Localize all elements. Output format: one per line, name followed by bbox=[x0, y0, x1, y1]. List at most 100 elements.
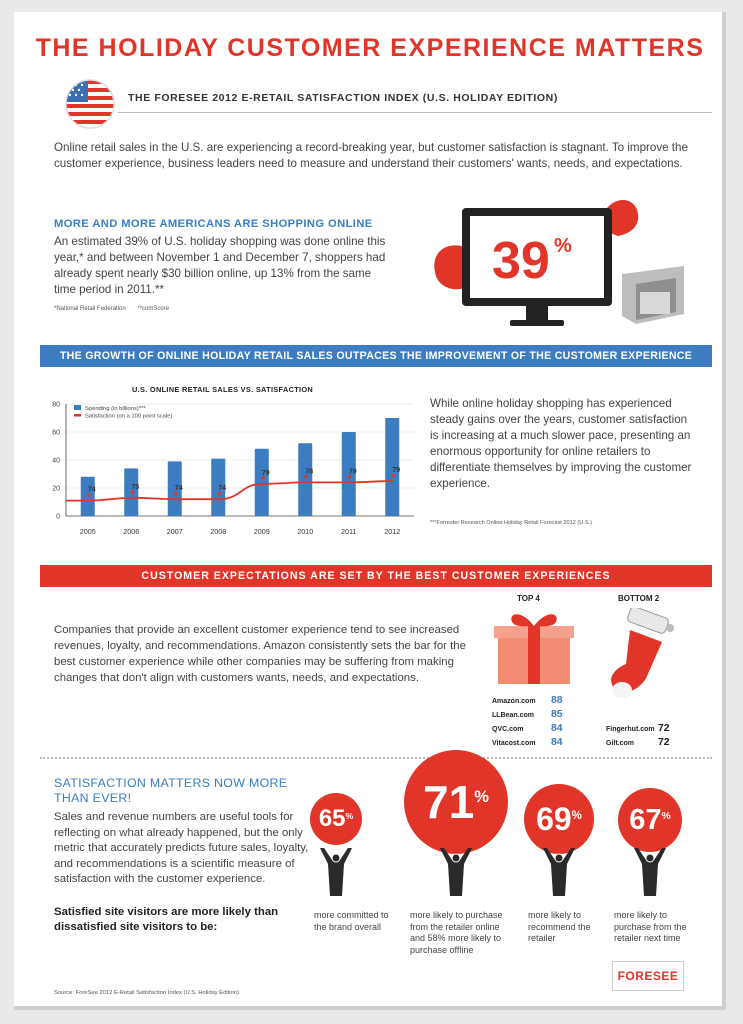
monitor-illustration: 39 % bbox=[434, 200, 684, 326]
stat-description: more committed to the brand overall bbox=[314, 910, 389, 932]
spending-bar bbox=[254, 448, 269, 516]
stat-description: more likely to recommend the retailer bbox=[528, 910, 591, 943]
section1-heading: MORE AND MORE AMERICANS ARE SHOPPING ONL… bbox=[54, 218, 373, 230]
y-tick-label: 60 bbox=[52, 430, 60, 437]
us-flag-icon bbox=[65, 79, 115, 129]
sales-satisfaction-chart: 0 20 40 60 80 2005 2006 2007 2008 2009 2010 2011 201… bbox=[52, 402, 414, 536]
stat-circle: 65% bbox=[310, 793, 362, 845]
satisfaction-marker bbox=[173, 492, 179, 497]
x-tick-label: 2008 bbox=[210, 527, 226, 536]
x-tick-label: 2012 bbox=[384, 527, 400, 536]
top4-label: TOP 4 bbox=[517, 594, 540, 603]
top-retailer-score: 84 bbox=[551, 723, 563, 734]
chart-title: U.S. ONLINE RETAIL SALES VS. SATISFACTIO… bbox=[132, 385, 314, 394]
x-tick-label: 2005 bbox=[80, 527, 96, 536]
legend-label-spending: Spending (in billions)*** bbox=[85, 406, 146, 412]
big-stat-unit: % bbox=[554, 235, 572, 257]
top-retailer-name: Vitacost.com bbox=[492, 740, 536, 747]
satisfaction-data-label: 79 bbox=[349, 468, 357, 475]
satisfaction-data-label: 75 bbox=[131, 484, 139, 491]
section2-band: THE GROWTH OF ONLINE HOLIDAY RETAIL SALE… bbox=[40, 345, 712, 367]
source-note: Source: ForeSee 2012 E-Retail Satisfacti… bbox=[54, 990, 241, 996]
section1-footnotes: *National Retail Federation **comScore bbox=[54, 306, 179, 312]
satisfaction-data-label: 79 bbox=[262, 470, 270, 477]
top-retailer-name: Amazon.com bbox=[492, 698, 536, 705]
satisfaction-marker bbox=[347, 475, 353, 480]
satisfaction-marker bbox=[390, 474, 396, 478]
y-tick-label: 20 bbox=[52, 486, 60, 493]
section4-heading: SATISFACTION MATTERS NOW MORE THAN EVER! bbox=[54, 776, 288, 805]
footnote-comscore: **comScore bbox=[137, 306, 170, 312]
cheering-person-icon bbox=[440, 848, 472, 896]
y-tick-label: 80 bbox=[52, 402, 60, 409]
stat-unit: % bbox=[345, 811, 354, 822]
section2-footnote: ***Forrester Research Online Holiday Ret… bbox=[430, 520, 592, 526]
stat-unit: % bbox=[661, 811, 671, 823]
stocking-icon bbox=[611, 608, 674, 698]
satisfaction-data-label: 74 bbox=[175, 485, 183, 492]
footnote-nrf: *National Retail Federation bbox=[54, 306, 126, 312]
y-tick-label: 0 bbox=[56, 514, 60, 521]
stat-value: 69 bbox=[536, 800, 572, 837]
stat-value: 67 bbox=[629, 803, 662, 836]
satisfaction-data-label: 74 bbox=[218, 485, 226, 492]
stat-circle: 67% bbox=[618, 788, 682, 852]
satisfaction-marker bbox=[216, 492, 222, 497]
bottom2-label: BOTTOM 2 bbox=[618, 594, 660, 603]
satisfaction-data-label: 74 bbox=[88, 487, 96, 494]
foresee-logo: FORESEE bbox=[612, 961, 684, 991]
infographic-page: THE HOLIDAY CUSTOMER EXPERIENCE MATTERS … bbox=[14, 12, 726, 1010]
bottom-retailer-name: Gilt.com bbox=[606, 740, 635, 747]
stat-circle: 69% bbox=[524, 784, 594, 854]
stat-description: more likely to purchase from the retaile… bbox=[614, 910, 687, 943]
section1-body: An estimated 39% of U.S. holiday shoppin… bbox=[54, 235, 386, 296]
section2-text: While online holiday shopping has experi… bbox=[430, 397, 692, 490]
divider bbox=[118, 112, 712, 113]
cheering-person-icon bbox=[320, 848, 352, 896]
satisfaction-marker bbox=[129, 490, 135, 495]
logo-text: FORESEE bbox=[617, 969, 679, 983]
top-retailer-name: LLBean.com bbox=[492, 712, 535, 719]
bottom-retailer-name: Fingerhut.com bbox=[606, 726, 655, 733]
section4-body: Sales and revenue numbers are useful too… bbox=[54, 811, 309, 885]
cheering-person-icon bbox=[543, 848, 575, 896]
spending-bar bbox=[211, 458, 226, 516]
top-retailer-score: 84 bbox=[551, 737, 563, 748]
intro-text: Online retail sales in the U.S. are expe… bbox=[54, 141, 688, 170]
stat-circle: 71% bbox=[404, 750, 508, 854]
spending-bar bbox=[80, 476, 95, 516]
x-tick-label: 2007 bbox=[167, 527, 183, 536]
x-tick-label: 2009 bbox=[254, 527, 270, 536]
section4-emphasis: Satisfied site visitors are more likely … bbox=[54, 906, 279, 933]
spending-bar bbox=[341, 432, 356, 516]
satisfaction-marker bbox=[303, 475, 309, 480]
satisfaction-marker bbox=[260, 476, 266, 481]
divider bbox=[40, 757, 712, 759]
section3-text: Companies that provide an excellent cust… bbox=[54, 624, 466, 684]
big-stat-value: 39 bbox=[492, 232, 550, 290]
legend-label-satisfaction: Satisfaction (on a 100 point scale) bbox=[85, 414, 172, 420]
stat-unit: % bbox=[571, 809, 582, 822]
legend-swatch-satisfaction bbox=[74, 414, 81, 417]
x-tick-label: 2010 bbox=[297, 527, 313, 536]
satisfaction-marker bbox=[86, 493, 92, 498]
page-subtitle: THE FORESEE 2012 E-RETAIL SATISFACTION I… bbox=[128, 92, 558, 104]
spending-bar bbox=[385, 418, 400, 516]
x-tick-label: 2011 bbox=[341, 527, 356, 536]
cheering-person-icon bbox=[634, 848, 666, 896]
top-retailer-score: 85 bbox=[551, 709, 563, 720]
stat-description: more likely to purchase from the retaile… bbox=[410, 910, 503, 955]
page-title: THE HOLIDAY CUSTOMER EXPERIENCE MATTERS bbox=[35, 34, 705, 62]
gift-box-icon bbox=[494, 614, 574, 684]
bottom-retailer-score: 72 bbox=[658, 737, 670, 748]
stat-unit: % bbox=[474, 787, 489, 807]
satisfaction-data-label: 79 bbox=[392, 467, 400, 474]
stat-value: 71 bbox=[423, 776, 475, 828]
stat-value: 65 bbox=[318, 805, 346, 832]
top-retailer-score: 88 bbox=[551, 695, 563, 706]
section3-band: CUSTOMER EXPECTATIONS ARE SET BY THE BES… bbox=[40, 565, 712, 587]
top-retailer-name: QVC.com bbox=[492, 726, 524, 733]
spending-bar bbox=[298, 443, 313, 516]
bottom-retailer-score: 72 bbox=[658, 723, 670, 734]
satisfaction-line bbox=[88, 480, 394, 502]
